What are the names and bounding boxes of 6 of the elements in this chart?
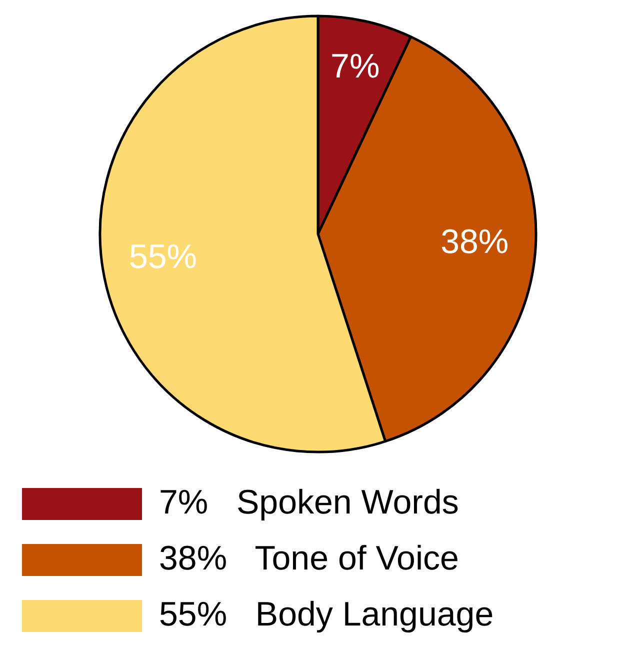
data-label: 7% [330, 47, 380, 86]
data-label: 55% [128, 238, 198, 276]
legend-label: 38% Tone of Voice [159, 539, 459, 578]
legend-label: 55% Body Language [159, 595, 494, 634]
legend-label: 7% Spoken Words [159, 483, 459, 522]
data-label: 38% [440, 223, 509, 262]
